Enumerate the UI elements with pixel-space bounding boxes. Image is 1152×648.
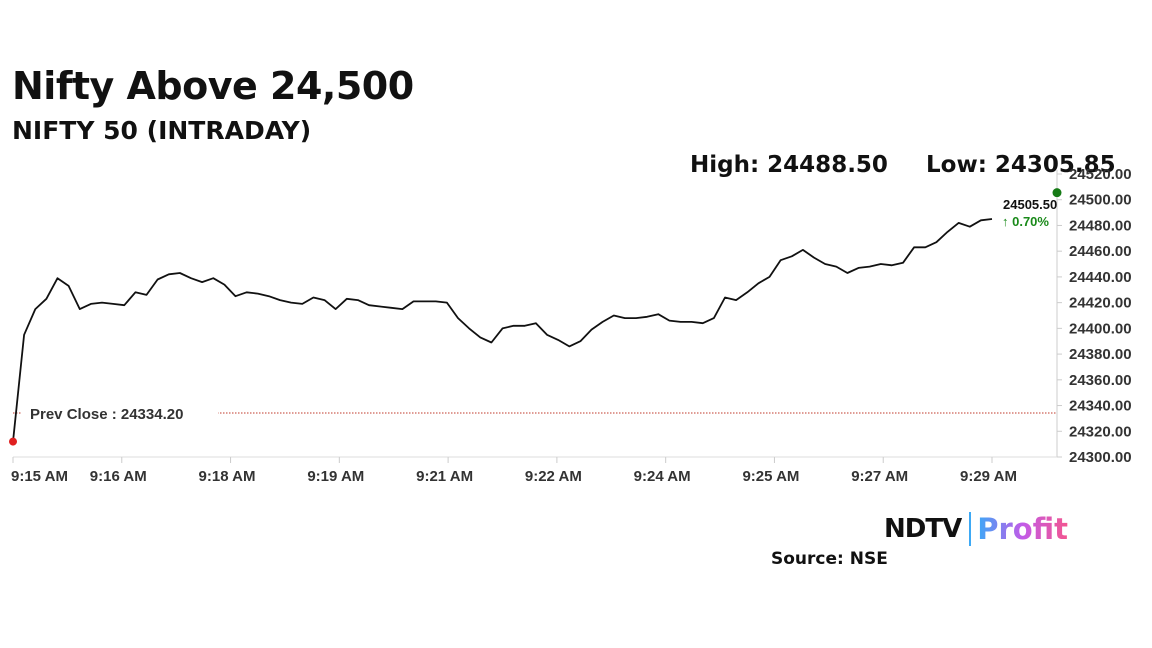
series-line-nifty50: [12, 218, 993, 442]
x-tick-label: 9:21 AM: [416, 468, 473, 485]
x-tick-label: 9:19 AM: [307, 468, 364, 485]
logo-separator: [969, 512, 972, 546]
y-tick-label: 24420.00: [1069, 295, 1132, 312]
y-tick-label: 24500.00: [1069, 192, 1132, 209]
logo-ndtv-text: NDTV: [884, 514, 962, 544]
chart-subtitle: NIFTY 50 (INTRADAY): [12, 116, 312, 145]
x-tick-label: 9:15 AM: [11, 468, 68, 485]
change-percent-label: ↑ 0.70%: [1002, 214, 1049, 229]
x-tick-label: 9:22 AM: [525, 468, 582, 485]
x-tick-label: 9:24 AM: [634, 468, 691, 485]
y-tick-label: 24360.00: [1069, 372, 1132, 389]
y-tick-label: 24380.00: [1069, 346, 1132, 363]
source-note: Source: NSE: [771, 549, 888, 569]
ndtv-profit-logo: NDTV Profit: [884, 510, 1068, 548]
y-tick-label: 24320.00: [1069, 423, 1132, 440]
prev-close-label: Prev Close : 24334.20: [30, 406, 183, 423]
day-low: Low: 24305.85: [926, 152, 1116, 178]
y-tick-label: 24440.00: [1069, 269, 1132, 286]
x-tick-label: 9:18 AM: [199, 468, 256, 485]
logo-profit-text: Profit: [977, 512, 1069, 546]
y-tick-label: 24300.00: [1069, 449, 1132, 466]
x-tick-label: 9:25 AM: [742, 468, 799, 485]
day-high: High: 24488.50: [690, 152, 888, 178]
y-tick-label: 24460.00: [1069, 243, 1132, 260]
y-tick-label: 24520.00: [1069, 166, 1132, 183]
y-tick-label: 24340.00: [1069, 398, 1132, 415]
start-point-marker: [9, 437, 17, 446]
x-tick-label: 9:16 AM: [90, 468, 147, 485]
y-tick-label: 24480.00: [1069, 217, 1132, 234]
x-tick-label: 9:29 AM: [960, 468, 1017, 485]
last-value-label: 24505.50: [1003, 197, 1057, 212]
y-tick-label: 24400.00: [1069, 320, 1132, 337]
x-tick-label: 9:27 AM: [851, 468, 908, 485]
end-point-marker: [1052, 188, 1062, 198]
chart-title: Nifty Above 24,500: [12, 64, 414, 108]
